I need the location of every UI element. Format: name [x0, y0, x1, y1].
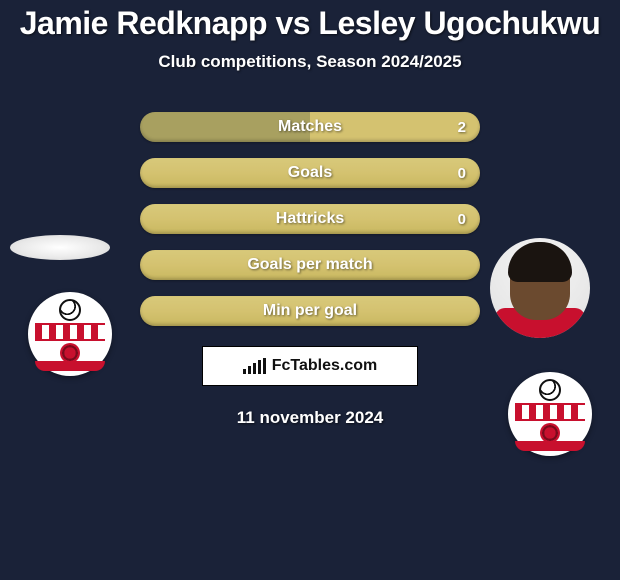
stat-label: Goals per match [247, 256, 372, 274]
right-player-avatar [490, 238, 590, 338]
stat-value: 0 [458, 165, 466, 182]
left-player-avatar [10, 235, 110, 260]
page-subtitle: Club competitions, Season 2024/2025 [0, 52, 620, 72]
comparison-card: Jamie Redknapp vs Lesley Ugochukwu Club … [0, 0, 620, 428]
stat-label: Hattricks [276, 210, 344, 228]
right-club-crest [508, 372, 592, 456]
bar-chart-icon [243, 358, 266, 374]
stat-label: Min per goal [263, 302, 357, 320]
stat-label: Goals [288, 164, 332, 182]
stat-bar-goals: Goals 0 [140, 158, 480, 188]
stat-bar-matches: Matches 2 [140, 112, 480, 142]
left-club-crest [28, 292, 112, 376]
stat-bar-hattricks: Hattricks 0 [140, 204, 480, 234]
stat-value: 0 [458, 211, 466, 228]
stat-label: Matches [278, 118, 342, 136]
stat-bar-goals-per-match: Goals per match [140, 250, 480, 280]
attribution-badge[interactable]: FcTables.com [202, 346, 418, 386]
page-title: Jamie Redknapp vs Lesley Ugochukwu [0, 5, 620, 42]
stat-value: 2 [458, 119, 466, 136]
stat-bar-min-per-goal: Min per goal [140, 296, 480, 326]
attribution-text: FcTables.com [272, 357, 378, 375]
stats-wrapper: Matches 2 Goals 0 Hattricks 0 Goals per … [0, 112, 620, 428]
